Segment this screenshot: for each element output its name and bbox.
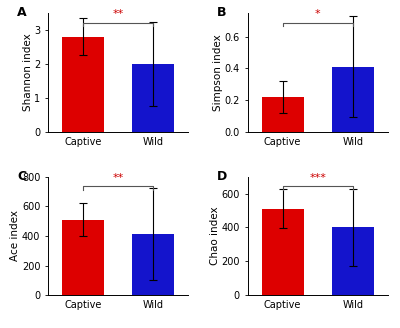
Bar — [132, 64, 174, 132]
Y-axis label: Chao index: Chao index — [210, 207, 220, 265]
Text: ***: *** — [309, 173, 326, 183]
Y-axis label: Shannon index: Shannon index — [23, 33, 33, 111]
Bar — [332, 228, 374, 295]
Text: C: C — [17, 170, 26, 183]
Text: A: A — [17, 6, 27, 19]
Bar — [262, 97, 304, 132]
Text: D: D — [216, 170, 227, 183]
Text: **: ** — [113, 173, 124, 183]
Bar — [62, 220, 104, 295]
Bar — [332, 67, 374, 132]
Y-axis label: Simpson index: Simpson index — [213, 34, 223, 111]
Bar — [62, 37, 104, 132]
Text: **: ** — [113, 9, 124, 19]
Text: *: * — [315, 9, 320, 19]
Text: B: B — [216, 6, 226, 19]
Bar — [132, 234, 174, 295]
Bar — [262, 209, 304, 295]
Y-axis label: Ace index: Ace index — [10, 211, 20, 261]
